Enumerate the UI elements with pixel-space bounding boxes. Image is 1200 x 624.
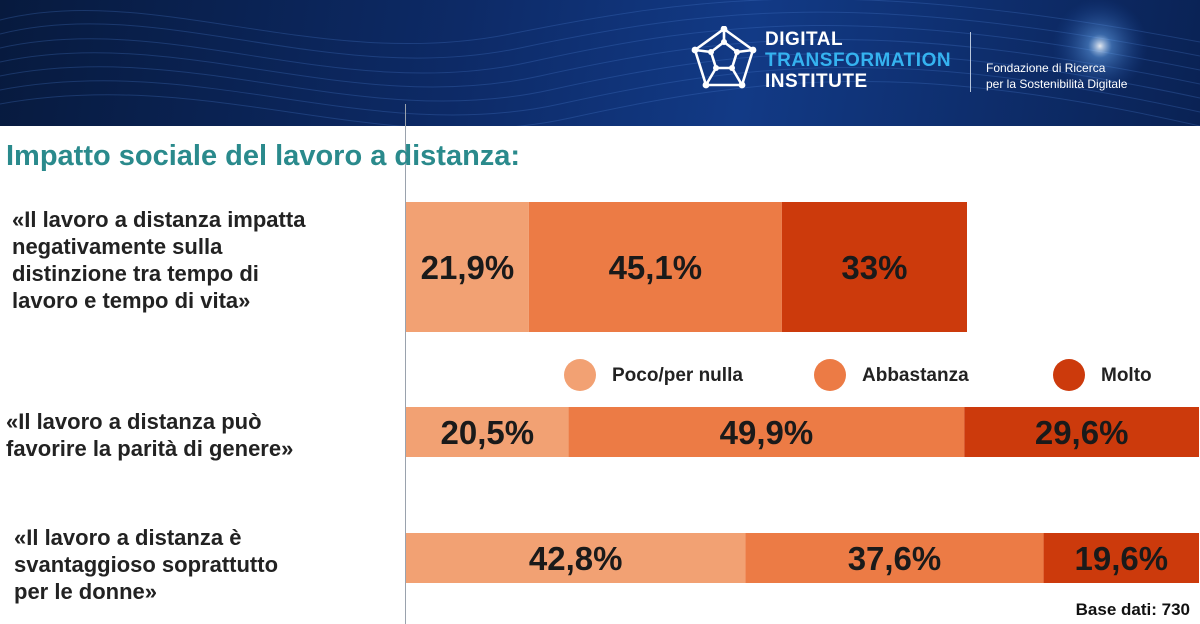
- bar-segment-poco-row-1: [406, 202, 529, 332]
- row-label-line: favorire la parità di genere»: [6, 436, 294, 461]
- bar-segment-molto-row-3: [1043, 533, 1199, 583]
- foundation-line-1: Fondazione di Ricerca: [986, 61, 1106, 75]
- data-label-poco-row-2: 20,5%: [440, 414, 534, 451]
- brand-divider: [970, 32, 971, 92]
- row-label-gender-parity: «Il lavoro a distanza può favorire la pa…: [6, 408, 391, 462]
- data-label-abbastanza-row-2: 49,9%: [720, 414, 814, 451]
- row-label-line: «Il lavoro a distanza è: [14, 525, 242, 550]
- row-label-disadvantage-women: «Il lavoro a distanza è svantaggioso sop…: [14, 524, 399, 605]
- brand-name-line-2: TRANSFORMATION: [765, 50, 952, 71]
- row-label-line: distinzione tra tempo di: [12, 261, 259, 286]
- dodecahedron-network-icon: [691, 26, 757, 89]
- row-label-line: «Il lavoro a distanza può: [6, 409, 262, 434]
- brand-name-line-1: DIGITAL: [765, 29, 844, 50]
- chart-title: Impatto sociale del lavoro a distanza:: [6, 140, 521, 172]
- legend-swatch-abbastanza: [814, 359, 846, 391]
- header-banner: DIGITAL TRANSFORMATION INSTITUTE Fondazi…: [0, 0, 1200, 126]
- row-label-line: svantaggioso soprattutto: [14, 552, 279, 577]
- bar-segment-abbastanza-row-2: [568, 407, 965, 457]
- brand-name-line-3: INSTITUTE: [765, 71, 868, 92]
- data-label-molto-row-3: 19,6%: [1074, 540, 1168, 577]
- row-label-line: per le donne»: [14, 579, 158, 604]
- foundation-line-2: per la Sostenibilità Digitale: [986, 77, 1128, 91]
- legend-label-molto: Molto: [1101, 365, 1152, 386]
- bar-segment-abbastanza-row-3: [745, 533, 1044, 583]
- row-label-line: lavoro e tempo di vita»: [12, 288, 251, 313]
- banner-wave-pattern: [0, 0, 1200, 126]
- bar-segment-abbastanza-row-1: [528, 202, 782, 332]
- legend-swatch-poco: [564, 359, 596, 391]
- data-label-poco-row-3: 42,8%: [529, 540, 623, 577]
- legend-label-poco: Poco/per nulla: [612, 365, 743, 386]
- bar-segment-molto-row-1: [781, 202, 967, 332]
- bar-segment-molto-row-2: [964, 407, 1199, 457]
- legend-swatch-molto: [1053, 359, 1085, 391]
- data-label-abbastanza-row-1: 45,1%: [609, 249, 703, 286]
- data-label-abbastanza-row-3: 37,6%: [848, 540, 942, 577]
- data-label-molto-row-2: 29,6%: [1035, 414, 1129, 451]
- legend-label-abbastanza: Abbastanza: [862, 365, 969, 386]
- chart-axis-line: [405, 104, 406, 624]
- bar-segment-poco-row-2: [406, 407, 569, 457]
- row-label-work-life: «Il lavoro a distanza impatta negativame…: [12, 206, 397, 314]
- bar-segment-poco-row-3: [406, 533, 746, 583]
- base-data-note: Base dati: 730: [1075, 600, 1190, 619]
- row-label-line: «Il lavoro a distanza impatta: [12, 207, 306, 232]
- data-label-molto-row-1: 33%: [841, 249, 907, 286]
- data-label-poco-row-1: 21,9%: [421, 249, 515, 286]
- row-label-line: negativamente sulla: [12, 234, 223, 259]
